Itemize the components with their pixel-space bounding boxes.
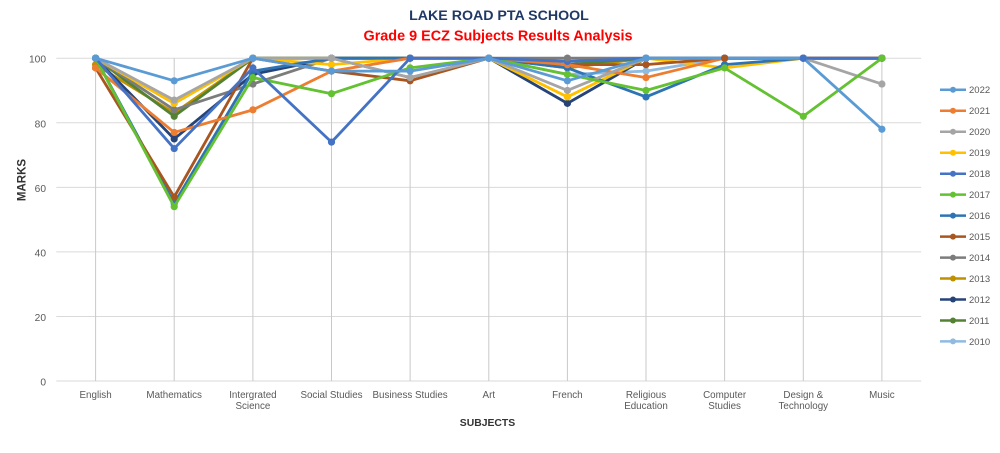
svg-text:80: 80 [35, 119, 47, 130]
svg-text:LAKE ROAD PTA SCHOOL: LAKE ROAD PTA SCHOOL [409, 8, 589, 24]
svg-text:2020: 2020 [969, 127, 990, 138]
svg-text:Art: Art [483, 390, 496, 401]
svg-text:Intergrated: Intergrated [229, 390, 276, 401]
svg-text:Grade 9 ECZ Subjects Results A: Grade 9 ECZ Subjects Results Analysis [364, 28, 633, 44]
svg-text:SUBJECTS: SUBJECTS [460, 418, 515, 429]
svg-text:MARKS: MARKS [17, 159, 29, 201]
svg-text:Science: Science [235, 401, 270, 412]
svg-text:2017: 2017 [969, 190, 990, 201]
svg-text:0: 0 [40, 378, 46, 389]
svg-text:Religious: Religious [626, 390, 666, 401]
svg-text:2010: 2010 [969, 337, 990, 348]
svg-text:Design &: Design & [783, 390, 823, 401]
svg-text:2021: 2021 [969, 106, 990, 117]
svg-text:2019: 2019 [969, 148, 990, 159]
svg-text:100: 100 [29, 55, 46, 66]
svg-text:2011: 2011 [969, 316, 989, 327]
svg-text:60: 60 [35, 184, 47, 195]
svg-text:Education: Education [624, 401, 668, 412]
svg-text:Social Studies: Social Studies [300, 390, 362, 401]
svg-text:English: English [80, 390, 112, 401]
svg-text:2015: 2015 [969, 232, 990, 243]
svg-text:2018: 2018 [969, 169, 990, 180]
svg-text:20: 20 [35, 313, 47, 324]
svg-text:Mathematics: Mathematics [146, 390, 202, 401]
svg-text:Technology: Technology [779, 401, 829, 412]
svg-text:2016: 2016 [969, 211, 990, 222]
svg-text:Studies: Studies [708, 401, 741, 412]
svg-text:2012: 2012 [969, 295, 990, 306]
svg-text:2022: 2022 [969, 85, 990, 96]
svg-text:Computer: Computer [703, 390, 747, 401]
svg-text:2014: 2014 [969, 253, 990, 264]
svg-text:Business Studies: Business Studies [373, 390, 448, 401]
svg-text:French: French [552, 390, 583, 401]
svg-text:40: 40 [35, 248, 47, 259]
svg-text:Music: Music [869, 390, 895, 401]
svg-text:2013: 2013 [969, 274, 990, 285]
